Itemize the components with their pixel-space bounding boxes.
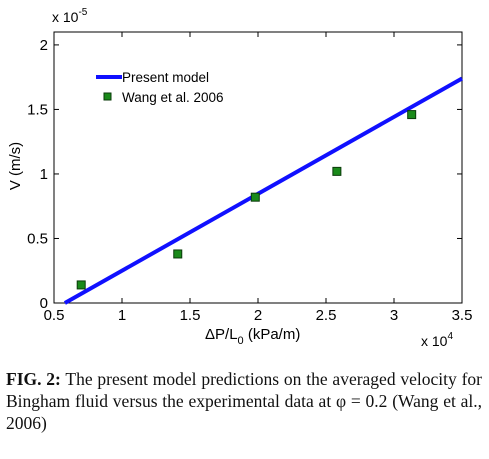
- y-multiplier: x 10-5: [52, 7, 88, 25]
- y-tick-label: 2: [40, 37, 48, 54]
- data-point: [250, 192, 260, 202]
- data-point: [76, 280, 86, 290]
- data-point: [173, 249, 183, 259]
- x-tick-label: 0.5: [44, 307, 65, 324]
- data-point: [407, 110, 417, 120]
- figure-caption: FIG. 2: The present model predictions on…: [6, 368, 482, 434]
- plot-area: [53, 31, 463, 304]
- x-axis-label: ΔP/L0 (kPa/m): [205, 326, 300, 347]
- legend-label-data: Wang et al. 2006: [122, 90, 224, 105]
- y-tick-label: 0: [40, 295, 48, 312]
- axis-ticks: [53, 32, 463, 304]
- x-tick-label: 2: [254, 307, 262, 324]
- x-tick-label: 1: [118, 307, 126, 324]
- x-tick-label: 1.5: [180, 307, 201, 324]
- legend-marker-swatch: [103, 92, 112, 101]
- caption-label: FIG. 2:: [6, 369, 61, 389]
- y-tick-label: 1: [40, 166, 48, 183]
- model-line: [63, 76, 463, 305]
- x-tick-label: 3: [390, 307, 398, 324]
- legend-label-model: Present model: [122, 70, 209, 85]
- tick-labels: 0.5 1 1.5 2 2.5 3 3.500.511.52: [27, 37, 472, 324]
- y-tick-label: 1.5: [27, 101, 48, 118]
- x-multiplier: x 104: [421, 331, 453, 349]
- y-axis-label: V (m/s): [7, 142, 24, 190]
- data-point: [332, 166, 342, 176]
- x-tick-label: 2.5: [316, 307, 337, 324]
- x-tick-label: 3.5: [452, 307, 473, 324]
- chart-marks: [63, 76, 463, 305]
- y-tick-label: 0.5: [27, 230, 48, 247]
- caption-text: The present model predictions on the ave…: [6, 369, 482, 433]
- legend: Present model Wang et al. 2006: [96, 70, 224, 105]
